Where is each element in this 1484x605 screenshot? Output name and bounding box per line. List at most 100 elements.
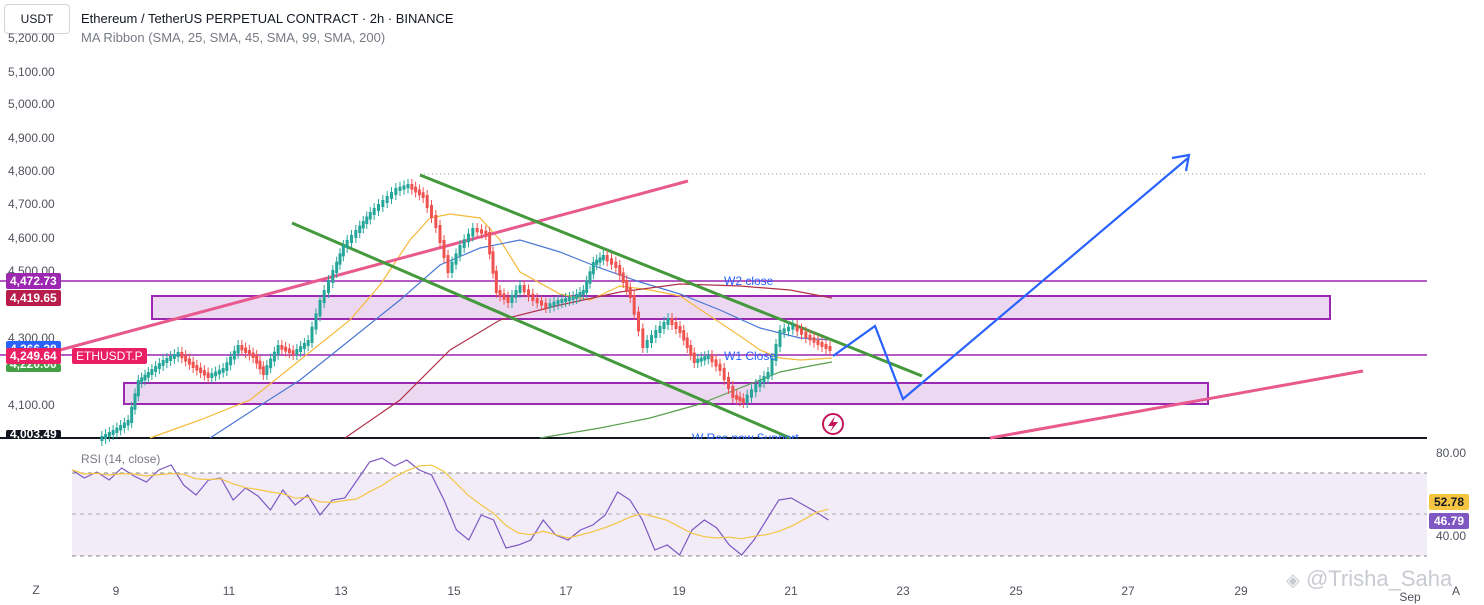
candle-body [165, 358, 169, 363]
candle-body [774, 344, 778, 361]
candle-body [365, 216, 369, 224]
candle-body [176, 352, 180, 357]
indicator-label[interactable]: MA Ribbon (SMA, 25, SMA, 45, SMA, 99, SM… [81, 30, 386, 45]
candle-body [514, 290, 518, 298]
candle-body [471, 228, 475, 237]
candle-body [745, 394, 749, 403]
rsi-line [71, 457, 829, 556]
candle-body [434, 215, 438, 228]
candle-body [645, 340, 649, 348]
candle-body [100, 436, 104, 441]
candle-body [585, 280, 589, 293]
price-tag-green: 4,220.00 [6, 364, 61, 372]
candle-body [462, 239, 466, 248]
candle-body [291, 350, 295, 355]
sma-99-line [344, 283, 833, 439]
candlesticks [100, 179, 832, 446]
candle-body [187, 358, 191, 365]
candle-body [450, 261, 454, 273]
candle-body [567, 297, 571, 301]
time-tick: 19 [672, 584, 686, 598]
candle-body [804, 331, 808, 338]
candle-body [410, 184, 414, 190]
candle-body [552, 301, 556, 307]
lightning-icon[interactable] [822, 413, 844, 435]
candle-body [560, 299, 564, 303]
candle-body [111, 430, 115, 435]
candle-body [107, 432, 111, 437]
rsi-tick: 40.00 [1436, 529, 1467, 543]
sma-25-line [149, 213, 833, 439]
channel-upper-green [419, 173, 923, 378]
candle-body [750, 389, 753, 398]
candle-body [766, 372, 770, 379]
candle-body [372, 208, 376, 215]
candle-body [718, 363, 722, 371]
candle-body [438, 225, 442, 243]
currency-button[interactable]: USDT [4, 4, 70, 34]
candle-body [240, 345, 244, 351]
candle-body [284, 346, 288, 352]
candle-body [782, 328, 786, 333]
candle-body [225, 362, 229, 371]
candle-body [417, 189, 421, 196]
candle-body [199, 367, 203, 373]
price-tick: 4,700.00 [8, 197, 55, 211]
candle-body [287, 348, 291, 354]
projection-arrowhead [1171, 153, 1191, 172]
zoom-button[interactable]: Z [28, 582, 44, 598]
time-tick: Sep [1399, 590, 1421, 604]
candle-body [310, 326, 314, 343]
price-tag-zone: 4,419.65 [6, 290, 61, 306]
candle-body [146, 372, 150, 378]
watermark-logo-icon: ◈ [1286, 570, 1300, 590]
candle-body [261, 366, 265, 375]
sma-200-line [539, 361, 833, 439]
candle-body [787, 326, 790, 332]
candle-body [172, 354, 176, 359]
time-tick: 27 [1121, 584, 1135, 598]
candle-body [581, 290, 585, 295]
candle-body [598, 257, 602, 263]
candle-body [322, 290, 326, 303]
candle-body [299, 346, 303, 352]
price-tick: 4,100.00 [8, 398, 55, 412]
candle-body [795, 325, 799, 332]
candle-body [442, 240, 446, 258]
time-tick: 25 [1009, 584, 1023, 598]
time-tick: 21 [784, 584, 798, 598]
candle-body [808, 335, 812, 341]
candle-body [157, 363, 161, 369]
candle-body [699, 357, 703, 362]
rsi-ma-line [71, 464, 829, 540]
candle-body [306, 340, 310, 346]
time-tick: 29 [1234, 584, 1248, 598]
candle-body [812, 337, 816, 343]
candle-body [710, 355, 714, 363]
time-tick: 15 [447, 584, 461, 598]
candle-body [232, 350, 236, 360]
candle-body [556, 300, 560, 305]
candle-body [361, 221, 365, 229]
candle-body [133, 393, 137, 410]
candle-body [800, 328, 803, 335]
candle-body [588, 271, 592, 284]
sma-45-line [209, 239, 833, 439]
support-label: W Res now Support [692, 431, 799, 439]
candle-body [650, 335, 653, 343]
candle-body [150, 369, 154, 375]
candle-body [816, 339, 820, 345]
candle-body [502, 293, 506, 300]
rsi-label[interactable]: RSI (14, close) [81, 452, 161, 466]
candle-body [368, 212, 372, 220]
upper-zone [151, 295, 1331, 320]
candle-body [575, 294, 579, 299]
candle-body [385, 196, 389, 203]
candle-body [229, 356, 233, 366]
candle-body [318, 300, 322, 317]
candle-body [421, 192, 425, 198]
candle-body [738, 396, 742, 402]
candle-body [758, 380, 762, 387]
candle-body [398, 186, 402, 191]
